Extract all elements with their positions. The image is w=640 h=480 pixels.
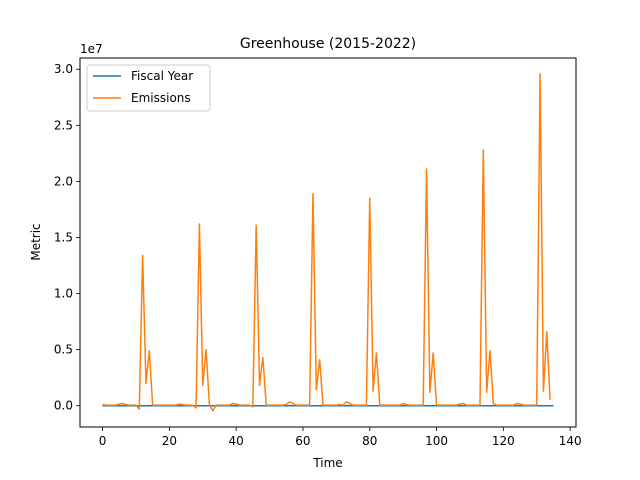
legend: Fiscal Year Emissions <box>86 64 211 112</box>
y-tick-label: 0.0 <box>54 399 73 413</box>
x-tick-label: 20 <box>162 434 177 448</box>
y-offset-text: 1e7 <box>80 42 103 56</box>
y-tick-label: 3.0 <box>54 62 73 76</box>
x-tick-label: 60 <box>295 434 310 448</box>
plot-frame <box>79 57 577 428</box>
y-tick-label: 1.5 <box>54 230 73 244</box>
y-tick-label: 1.0 <box>54 287 73 301</box>
y-tick-label: 2.5 <box>54 118 73 132</box>
x-tick-label: 100 <box>425 434 448 448</box>
y-tick-label: 0.5 <box>54 343 73 357</box>
x-axis: 0 20 40 60 80 100 120 140 <box>99 427 582 448</box>
chart-title: Greenhouse (2015-2022) <box>240 36 416 52</box>
legend-label-0: Fiscal Year <box>131 69 193 83</box>
x-tick-label: 80 <box>362 434 377 448</box>
x-tick-label: 140 <box>559 434 582 448</box>
y-tick-label: 2.0 <box>54 174 73 188</box>
legend-label-1: Emissions <box>131 91 191 105</box>
x-tick-label: 0 <box>99 434 107 448</box>
y-axis: 0.0 0.5 1.0 1.5 2.0 2.5 3.0 <box>54 62 80 413</box>
x-tick-label: 120 <box>492 434 515 448</box>
y-axis-label: Metric <box>29 223 43 260</box>
x-tick-label: 40 <box>229 434 244 448</box>
series-line-1 <box>102 72 551 412</box>
x-axis-label: Time <box>312 456 342 470</box>
plot-area <box>102 72 554 412</box>
